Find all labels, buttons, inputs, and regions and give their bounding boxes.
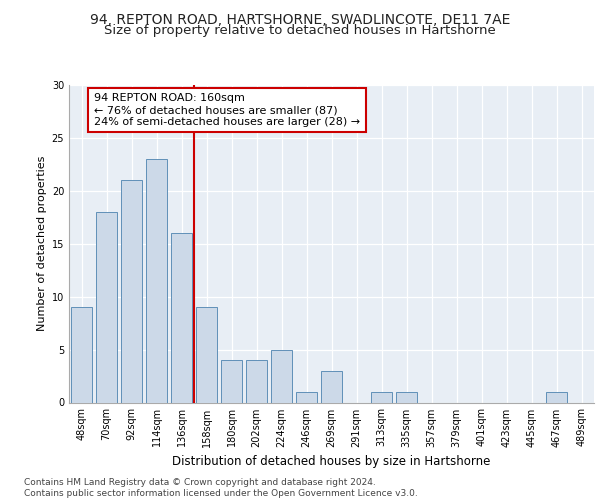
Text: Size of property relative to detached houses in Hartshorne: Size of property relative to detached ho… [104, 24, 496, 37]
Bar [546, 392, 567, 402]
Bar [121, 180, 142, 402]
Bar [221, 360, 242, 403]
Y-axis label: Number of detached properties: Number of detached properties [37, 156, 47, 332]
Bar [246, 360, 267, 403]
Bar [71, 307, 92, 402]
Bar [396, 392, 417, 402]
Text: 94 REPTON ROAD: 160sqm
← 76% of detached houses are smaller (87)
24% of semi-det: 94 REPTON ROAD: 160sqm ← 76% of detached… [94, 94, 360, 126]
Bar [196, 307, 217, 402]
Bar [146, 159, 167, 402]
Bar [96, 212, 117, 402]
Text: Contains HM Land Registry data © Crown copyright and database right 2024.
Contai: Contains HM Land Registry data © Crown c… [24, 478, 418, 498]
Bar [171, 233, 192, 402]
Bar [271, 350, 292, 403]
Bar [371, 392, 392, 402]
Bar [296, 392, 317, 402]
Bar [321, 371, 342, 402]
X-axis label: Distribution of detached houses by size in Hartshorne: Distribution of detached houses by size … [172, 455, 491, 468]
Text: 94, REPTON ROAD, HARTSHORNE, SWADLINCOTE, DE11 7AE: 94, REPTON ROAD, HARTSHORNE, SWADLINCOTE… [90, 12, 510, 26]
